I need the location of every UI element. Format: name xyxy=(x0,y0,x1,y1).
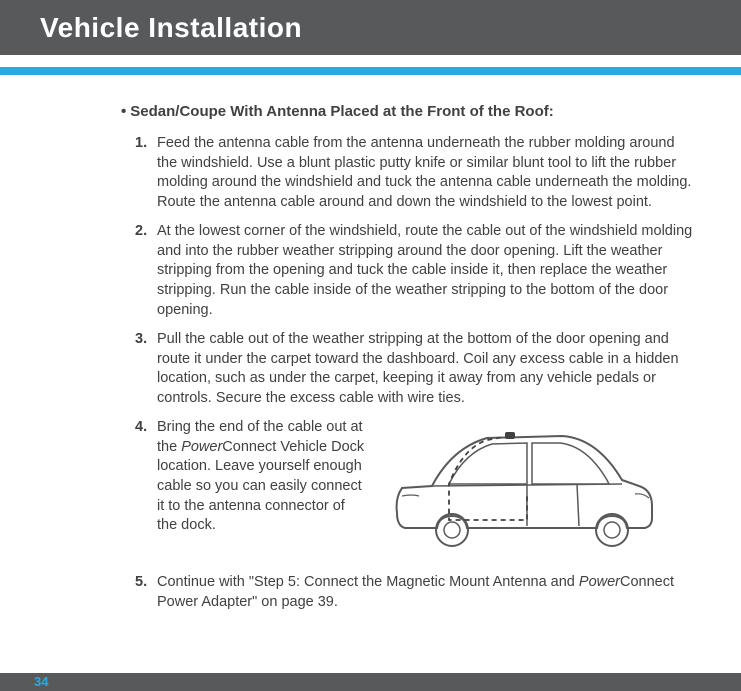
car-diagram-icon xyxy=(377,408,667,563)
step-text: Pull the cable out of the weather stripp… xyxy=(157,330,696,408)
step-number: 5. xyxy=(135,573,157,612)
section-title-text: Sedan/Coupe With Antenna Placed at the F… xyxy=(130,103,553,120)
footer-bar xyxy=(0,673,741,691)
step-number: 1. xyxy=(135,134,157,212)
step-item: 1. Feed the antenna cable from the anten… xyxy=(135,134,696,212)
instruction-steps: 1. Feed the antenna cable from the anten… xyxy=(135,134,696,612)
step-text: Feed the antenna cable from the antenna … xyxy=(157,134,696,212)
step-text: At the lowest corner of the windshield, … xyxy=(157,222,696,320)
header-title: Vehicle Installation xyxy=(40,12,302,44)
step-number: 3. xyxy=(135,330,157,408)
step-text: Continue with "Step 5: Connect the Magne… xyxy=(157,573,696,612)
step-item: 2. At the lowest corner of the windshiel… xyxy=(135,222,696,320)
step-number: 2. xyxy=(135,222,157,320)
bullet-icon: • xyxy=(121,103,126,120)
step-item: 5. Continue with "Step 5: Connect the Ma… xyxy=(135,573,696,612)
section-title: •Sedan/Coupe With Antenna Placed at the … xyxy=(121,103,696,120)
step-number: 4. xyxy=(135,418,157,563)
step-item: 3. Pull the cable out of the weather str… xyxy=(135,330,696,408)
page-header: Vehicle Installation xyxy=(0,0,741,55)
page-number: 34 xyxy=(34,674,48,689)
accent-bar xyxy=(0,67,741,75)
step-item: 4. Bring the end of the cable out at the… xyxy=(135,418,696,563)
page-content: •Sedan/Coupe With Antenna Placed at the … xyxy=(0,75,741,642)
step-text: Bring the end of the cable out at the Po… xyxy=(157,418,367,563)
